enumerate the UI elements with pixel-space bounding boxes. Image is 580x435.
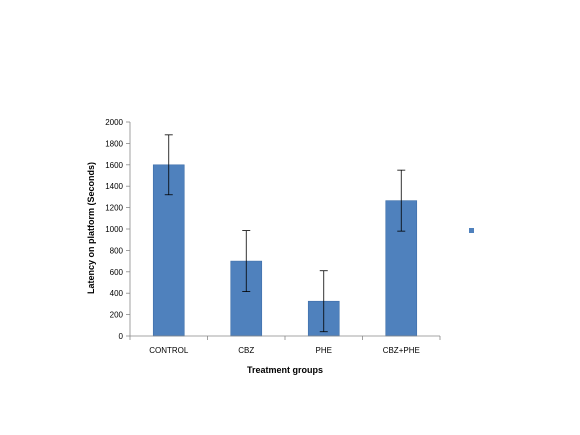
error-bar-phe xyxy=(319,270,328,333)
legend-marker xyxy=(469,228,474,233)
error-bars-layer xyxy=(164,134,406,333)
x-tick-label: CBZ+PHE xyxy=(383,346,420,355)
y-tick-label: 400 xyxy=(110,289,124,298)
x-tick-label: CONTROL xyxy=(149,346,189,355)
y-tick-label: 2000 xyxy=(105,118,123,127)
y-tick-label: 1000 xyxy=(105,225,123,234)
x-category-labels: CONTROL CBZ PHE CBZ+PHE xyxy=(149,346,420,355)
y-tick-label: 200 xyxy=(110,311,124,320)
y-tick-label: 1400 xyxy=(105,182,123,191)
bars-layer xyxy=(152,164,418,337)
y-tick-label: 800 xyxy=(110,246,124,255)
error-bar-cbz-phe xyxy=(397,169,406,232)
y-tick-label: 1800 xyxy=(105,139,123,148)
error-bar-cbz xyxy=(242,230,251,292)
y-axis-title: Latency on platform (Seconds) xyxy=(86,162,96,294)
y-tick-label: 0 xyxy=(119,332,124,341)
x-axis-title: Treatment groups xyxy=(247,365,323,375)
x-tick-label: PHE xyxy=(316,346,332,355)
y-tick-label: 600 xyxy=(110,268,124,277)
error-bar-control xyxy=(164,134,173,196)
axes-layer xyxy=(126,121,441,340)
x-tick-label: CBZ xyxy=(238,346,254,355)
y-tick-label: 1200 xyxy=(105,204,123,213)
y-tick-labels: 0 200 400 600 800 1000 1200 1400 1600 1800 2000 xyxy=(105,118,123,341)
y-tick-label: 1600 xyxy=(105,161,123,170)
